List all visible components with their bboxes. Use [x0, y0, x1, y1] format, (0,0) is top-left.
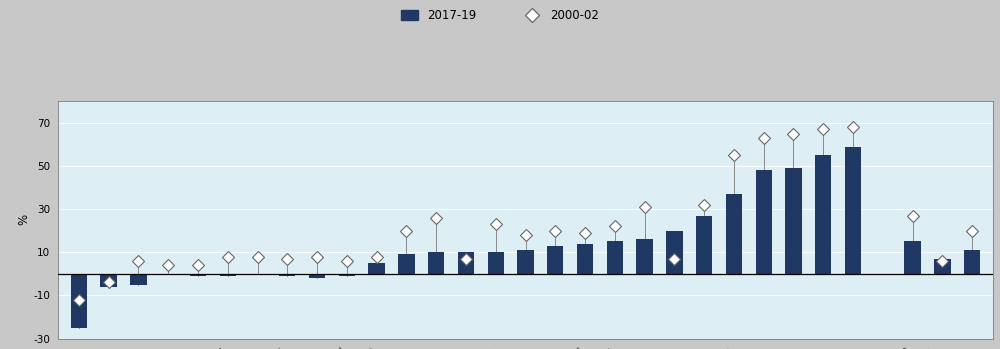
- Bar: [547, 246, 563, 274]
- Bar: [636, 239, 653, 274]
- Bar: [934, 259, 951, 274]
- Bar: [726, 194, 742, 274]
- Bar: [785, 168, 802, 274]
- Bar: [190, 274, 206, 276]
- Bar: [904, 242, 921, 274]
- Bar: [666, 231, 683, 274]
- Bar: [756, 170, 772, 274]
- Bar: [339, 274, 355, 276]
- Bar: [577, 244, 593, 274]
- Bar: [428, 252, 444, 274]
- Bar: [964, 250, 980, 274]
- Bar: [845, 147, 861, 274]
- Bar: [458, 252, 474, 274]
- Y-axis label: %: %: [18, 214, 31, 225]
- Bar: [130, 274, 147, 284]
- Legend: 2017-19, 2000-02: 2017-19, 2000-02: [398, 6, 602, 26]
- Bar: [488, 252, 504, 274]
- Bar: [220, 274, 236, 276]
- Bar: [100, 274, 117, 287]
- Bar: [398, 254, 415, 274]
- Bar: [815, 155, 831, 274]
- Bar: [607, 242, 623, 274]
- Bar: [696, 216, 712, 274]
- Bar: [279, 274, 295, 276]
- Bar: [368, 263, 385, 274]
- Bar: [309, 274, 325, 278]
- Bar: [71, 274, 87, 328]
- Bar: [517, 250, 534, 274]
